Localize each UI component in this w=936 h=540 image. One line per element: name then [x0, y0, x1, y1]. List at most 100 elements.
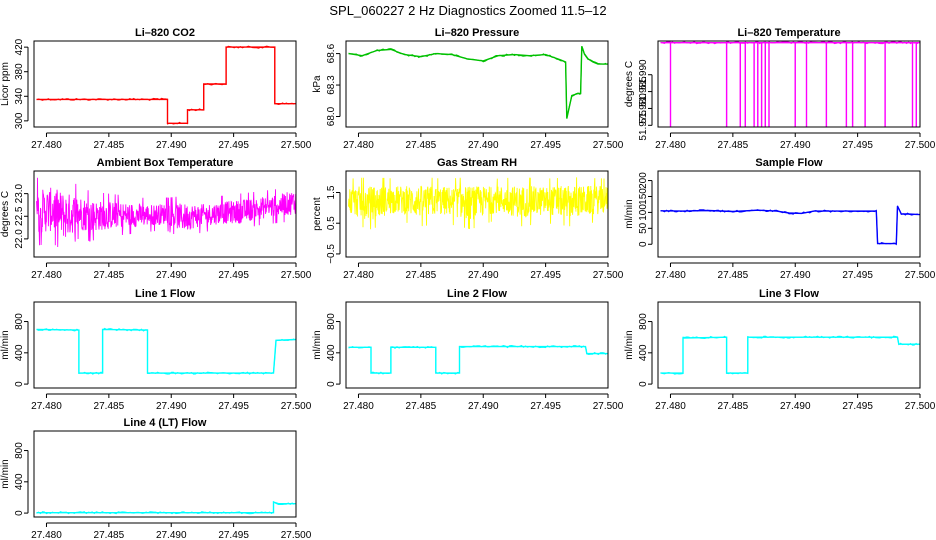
panel-title: Ambient Box Temperature: [97, 157, 234, 169]
x-tick-label: 27.500: [281, 270, 312, 281]
y-tick-label: 22.5: [14, 206, 25, 226]
series-line: [348, 345, 608, 374]
x-tick-label: 27.480: [343, 401, 374, 412]
x-tick-label: 27.490: [156, 530, 187, 540]
x-tick-label: 27.480: [31, 270, 62, 281]
x-tick-label: 27.485: [406, 401, 437, 412]
x-axis: 27.480 27.485 27.490 27.495 27.500: [655, 393, 936, 412]
panel-line-3-flow: Line 3 Flow 27.480 27.485 27.490 27.495 27.50…: [624, 288, 936, 412]
plot-area: [660, 205, 920, 246]
y-axis-label: ml/min: [624, 330, 635, 359]
x-tick-label: 27.495: [218, 530, 249, 540]
y-tick-label: 68.6: [326, 43, 337, 63]
x-tick-label: 27.480: [655, 140, 686, 151]
y-tick-label: −0.5: [326, 244, 337, 264]
plot-frame: [657, 170, 921, 258]
x-tick-label: 27.490: [468, 401, 499, 412]
y-tick-label: 0: [326, 381, 337, 387]
y-tick-label: 68.0: [326, 106, 337, 126]
x-tick-label: 27.490: [156, 401, 187, 412]
y-tick-label: 0.5: [326, 216, 337, 230]
plot-frame: [33, 430, 297, 518]
y-tick-label: 400: [326, 344, 337, 361]
y-tick-label: 300: [14, 112, 25, 129]
series-line: [348, 177, 608, 230]
panel-title: Li–820 Pressure: [435, 27, 519, 39]
x-tick-label: 27.490: [468, 270, 499, 281]
series-noise: [36, 45, 295, 125]
x-tick-label: 27.500: [593, 270, 624, 281]
y-tick-label: 400: [638, 344, 649, 361]
x-tick-label: 27.495: [218, 270, 249, 281]
y-tick-label: 200: [638, 172, 649, 189]
x-tick-label: 27.480: [31, 530, 62, 540]
panel-title: Sample Flow: [755, 157, 823, 169]
x-tick-label: 27.500: [905, 270, 936, 281]
panel-line-4-lt-flow: Line 4 (LT) Flow 27.480 27.485 27.490 27.495…: [0, 417, 312, 540]
y-tick-label: 150: [638, 188, 649, 205]
x-tick-label: 27.495: [842, 140, 873, 151]
plot-frame: [657, 301, 921, 389]
y-axis-label: percent: [312, 197, 323, 231]
y-tick-label: 420: [14, 38, 25, 55]
y-tick-label: 400: [14, 344, 25, 361]
x-tick-label: 27.485: [718, 270, 749, 281]
x-tick-label: 27.495: [530, 401, 561, 412]
y-axis-label: ml/min: [624, 199, 635, 228]
plot-frame: [657, 40, 921, 128]
x-tick-label: 27.480: [343, 140, 374, 151]
x-tick-label: 27.480: [655, 270, 686, 281]
panel-line-1-flow: Line 1 Flow 27.480 27.485 27.490 27.495 27.50…: [0, 288, 312, 412]
y-tick-label: 340: [14, 88, 25, 105]
plot-frame: [345, 301, 609, 389]
series-noise: [660, 335, 919, 375]
y-tick-label: 0: [638, 381, 649, 387]
x-tick-label: 27.485: [94, 530, 125, 540]
series-noise: [36, 500, 295, 515]
x-axis: 27.480 27.485 27.490 27.495 27.500: [31, 132, 312, 151]
x-tick-label: 27.500: [281, 530, 312, 540]
series-line: [36, 328, 296, 374]
series-noise: [348, 46, 607, 118]
x-tick-label: 27.485: [406, 140, 437, 151]
x-tick-label: 27.500: [593, 140, 624, 151]
x-tick-label: 27.500: [905, 401, 936, 412]
y-tick-label: 51.990: [638, 59, 649, 90]
series-noise: [36, 327, 295, 375]
x-tick-label: 27.480: [31, 401, 62, 412]
x-axis: 27.480 27.485 27.490 27.495 27.500: [655, 132, 936, 151]
y-axis-label: Licor ppm: [0, 62, 11, 106]
y-tick-label: 800: [638, 313, 649, 330]
y-tick-label: 380: [14, 63, 25, 80]
x-tick-label: 27.495: [530, 140, 561, 151]
x-tick-label: 27.485: [94, 401, 125, 412]
plot-area: [36, 500, 296, 515]
y-axis: 0 400 800: [14, 313, 29, 387]
series-line: [36, 46, 296, 125]
y-axis-label: ml/min: [0, 330, 11, 359]
y-tick-label: 0: [638, 241, 649, 247]
y-tick-label: 0: [14, 510, 25, 516]
panel-title: Line 3 Flow: [759, 288, 819, 300]
plot-area: [660, 41, 920, 127]
x-tick-label: 27.485: [718, 140, 749, 151]
x-tick-label: 27.490: [780, 401, 811, 412]
y-tick-label: 51.975: [638, 110, 649, 141]
series-noise: [660, 41, 919, 127]
x-tick-label: 27.485: [94, 140, 125, 151]
x-tick-label: 27.490: [156, 140, 187, 151]
plot-area: [348, 177, 608, 230]
y-axis: 68.0 68.3 68.6: [326, 43, 341, 126]
y-tick-label: 1.5: [326, 185, 337, 199]
y-tick-label: 22.0: [14, 229, 25, 249]
y-tick-label: 51.980: [638, 93, 649, 124]
y-tick-label: 23.0: [14, 183, 25, 203]
y-axis-label: degrees C: [624, 61, 635, 107]
y-tick-label: 68.3: [326, 75, 337, 95]
plot-area: [36, 45, 296, 125]
